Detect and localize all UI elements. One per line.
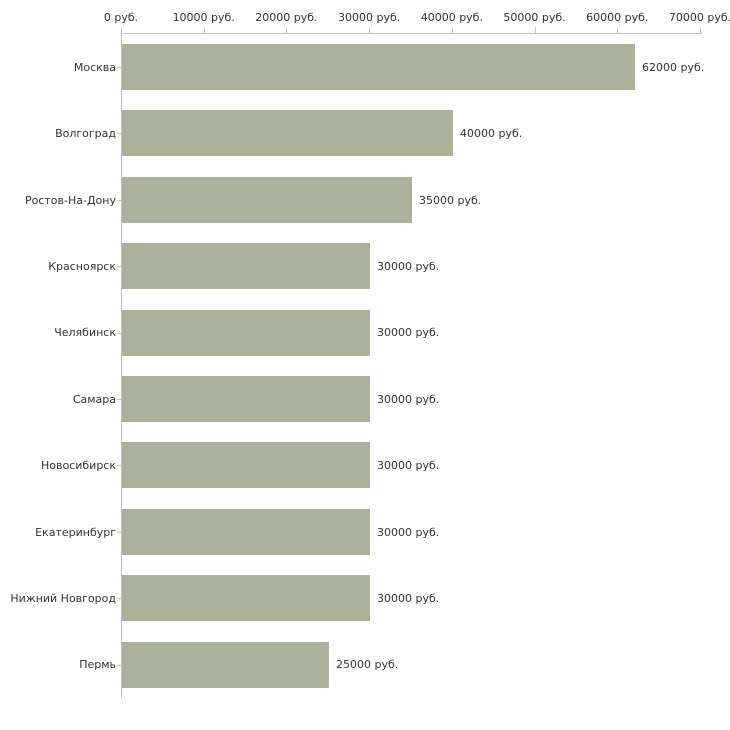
value-label: 35000 руб. <box>419 193 482 207</box>
x-axis-tick-mark <box>700 27 701 33</box>
value-label: 62000 руб. <box>642 60 705 74</box>
bar <box>122 176 412 223</box>
y-axis-tick-mark <box>117 199 122 201</box>
value-label: 30000 руб. <box>377 591 440 605</box>
bar-row: Ростов-На-Дону 35000 руб. <box>25 167 702 233</box>
category-label: Новосибирск <box>40 459 116 473</box>
bar-row: Красноярск 30000 руб. <box>48 233 702 299</box>
y-axis-tick-mark <box>117 465 122 467</box>
y-axis-tick-mark <box>117 67 122 68</box>
x-axis-tick-label: 30000 руб. <box>338 11 401 24</box>
bar-row: Самара 30000 руб. <box>73 366 702 432</box>
bar <box>122 442 370 489</box>
x-axis-tick-mark <box>617 27 619 33</box>
x-axis-tick-label: 10000 руб. <box>172 11 235 24</box>
x-axis-tick-label: 40000 руб. <box>420 11 483 24</box>
bar-row: Нижний Новгород 30000 руб. <box>10 565 702 631</box>
category-label: Пермь <box>79 658 116 672</box>
value-label: 30000 руб. <box>377 459 440 473</box>
x-axis-tick-mark <box>203 27 205 33</box>
bar <box>122 110 453 157</box>
y-axis-tick-mark <box>117 399 122 401</box>
x-axis-tick-mark <box>534 27 536 33</box>
bar-row: Москва 62000 руб. <box>74 34 705 100</box>
bar <box>122 309 370 356</box>
value-label: 30000 руб. <box>377 392 440 406</box>
y-axis-tick-mark <box>117 266 122 268</box>
y-axis-tick-mark <box>117 133 122 135</box>
x-axis: 0 руб. 10000 руб. 20000 руб. 30000 руб. 4000… <box>104 0 730 33</box>
bar-row: Пермь 25000 руб. <box>79 632 702 698</box>
x-axis-tick-label: 20000 руб. <box>255 11 318 24</box>
category-label: Красноярск <box>48 259 116 273</box>
x-axis-tick-mark <box>286 27 288 33</box>
value-label: 25000 руб. <box>336 658 399 672</box>
y-axis-tick-mark <box>117 598 122 600</box>
x-axis-tick-mark <box>121 27 122 33</box>
x-axis-tick-label: 70000 руб. <box>668 11 730 24</box>
bar-row: Екатеринбург 30000 руб. <box>35 499 702 565</box>
x-axis-tick-label: 0 руб. <box>103 11 139 24</box>
category-label: Самара <box>72 392 116 406</box>
bar <box>122 575 370 622</box>
bar <box>122 243 370 290</box>
category-label: Челябинск <box>54 326 116 340</box>
bar <box>122 376 370 423</box>
value-label: 30000 руб. <box>377 525 440 539</box>
category-label: Екатеринбург <box>35 525 116 539</box>
bar <box>122 508 370 555</box>
x-axis-tick-label: 50000 руб. <box>503 11 566 24</box>
y-axis-tick-mark <box>117 531 122 533</box>
category-label: Нижний Новгород <box>10 591 116 605</box>
bar <box>122 44 635 90</box>
x-axis-tick-mark <box>451 27 453 33</box>
y-axis-tick-mark <box>117 664 122 666</box>
x-axis-tick-mark <box>369 27 371 33</box>
x-axis-tick-label: 60000 руб. <box>586 11 649 24</box>
bar-row: Новосибирск 30000 руб. <box>41 432 702 498</box>
bar <box>122 641 329 688</box>
value-label: 30000 руб. <box>377 326 440 340</box>
plot-area: Москва 62000 руб. Волгоград 40000 руб. Росто… <box>10 33 705 698</box>
value-label: 40000 руб. <box>460 127 523 141</box>
value-label: 30000 руб. <box>377 259 440 273</box>
category-label: Волгоград <box>55 127 116 141</box>
bar-row: Волгоград 40000 руб. <box>55 100 702 166</box>
category-label: Москва <box>73 60 116 74</box>
y-axis-tick-mark <box>117 332 122 334</box>
bar-row: Челябинск 30000 руб. <box>54 300 702 366</box>
category-label: Ростов-На-Дону <box>24 193 116 207</box>
